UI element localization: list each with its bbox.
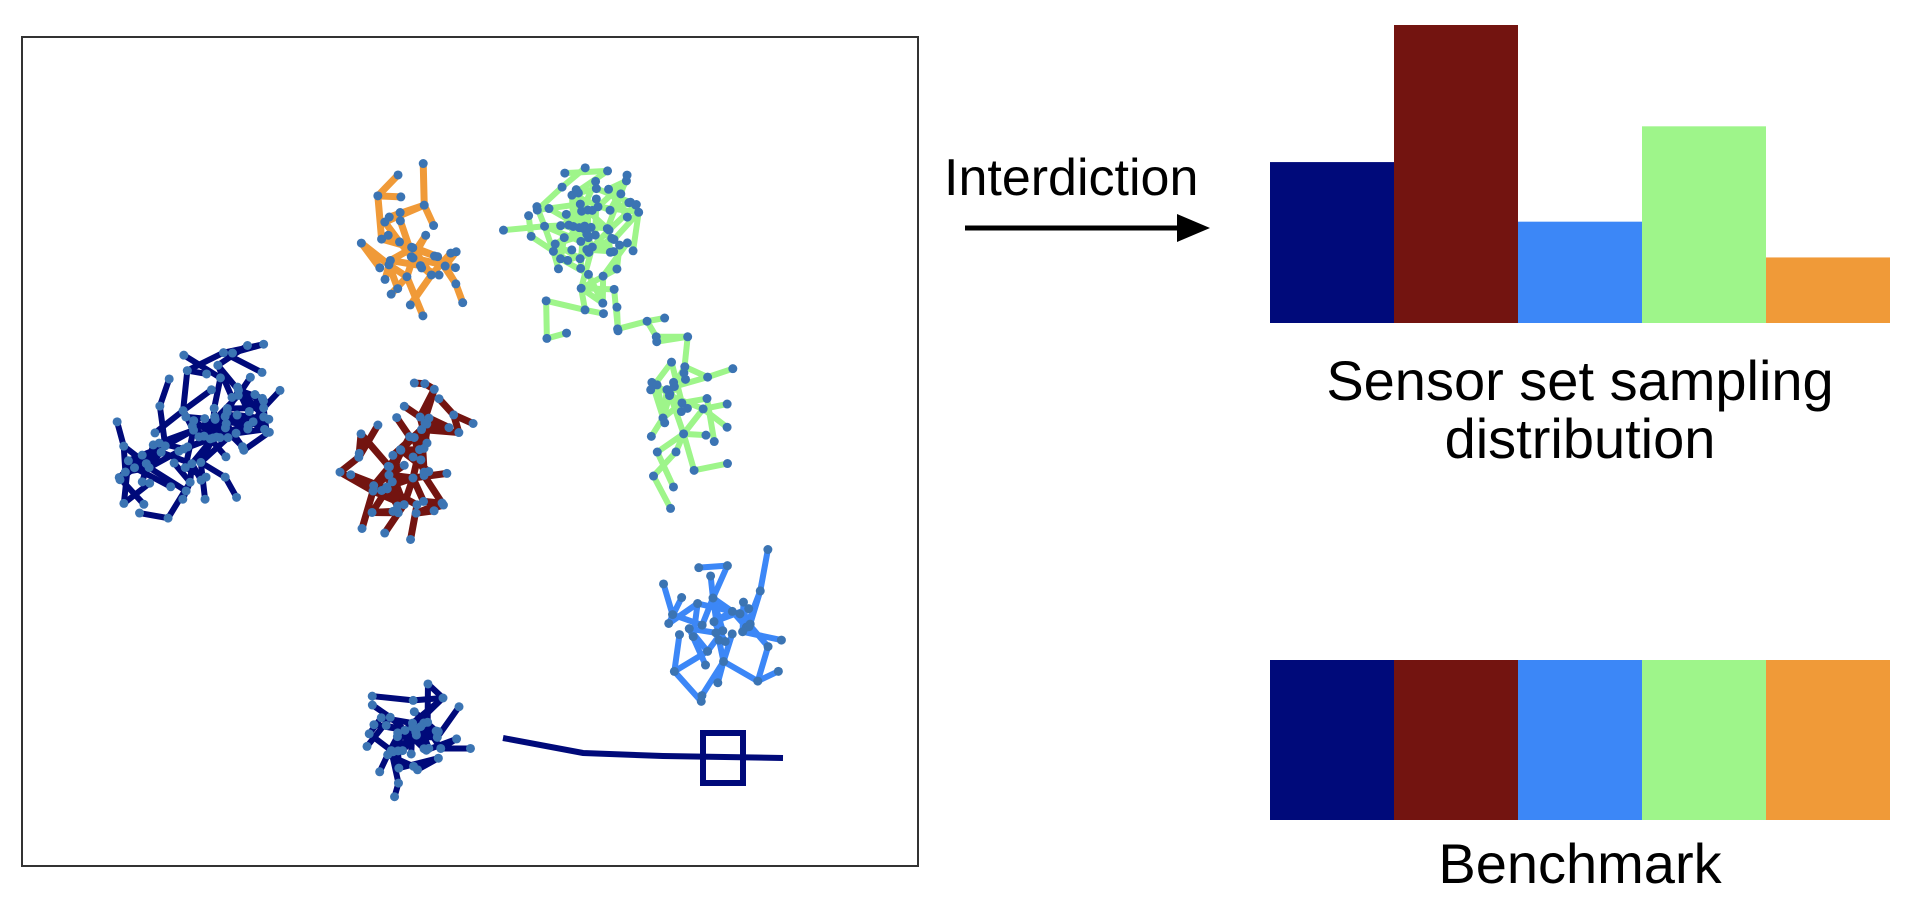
sampling-distribution-chart bbox=[1270, 25, 1890, 323]
network-cluster-green bbox=[498, 163, 738, 513]
interdiction-arrow-icon bbox=[965, 214, 1210, 242]
benchmark-bar-maroon bbox=[1394, 660, 1518, 820]
benchmark-caption: Benchmark bbox=[1438, 832, 1722, 895]
benchmark-bar-blue bbox=[1518, 660, 1642, 820]
network-plot bbox=[21, 36, 919, 867]
sampling-caption-line-1: Sensor set sampling bbox=[1326, 349, 1834, 412]
benchmark-bar-green bbox=[1642, 660, 1766, 820]
network-cluster-maroon bbox=[335, 378, 478, 544]
sampling-bar-blue bbox=[1518, 221, 1642, 323]
network-cluster-blue bbox=[659, 545, 786, 706]
network-cluster-orange bbox=[356, 159, 468, 321]
interdiction-label: Interdiction bbox=[944, 149, 1199, 207]
sampling-caption: Sensor set sampling distribution bbox=[1270, 352, 1890, 468]
sampling-bar-orange bbox=[1766, 257, 1890, 323]
network-graph bbox=[112, 159, 786, 802]
benchmark-bar-navy bbox=[1270, 660, 1394, 820]
sampling-bar-navy bbox=[1270, 162, 1394, 323]
network-cluster-navy bbox=[112, 339, 475, 802]
network-trunk bbox=[502, 735, 784, 761]
sampling-caption-line-2: distribution bbox=[1444, 407, 1716, 470]
sampling-bar-green bbox=[1642, 126, 1766, 323]
benchmark-chart bbox=[1270, 660, 1890, 820]
sampling-bar-maroon bbox=[1394, 25, 1518, 323]
network-loop bbox=[700, 730, 746, 786]
benchmark-bar-orange bbox=[1766, 660, 1890, 820]
